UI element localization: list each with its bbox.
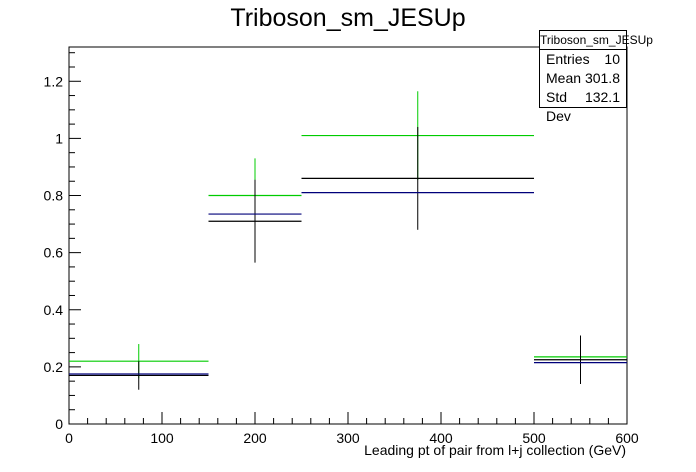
stats-row-stddev: Std Dev 132.1 [540,88,626,124]
x-tick-label: 200 [243,430,267,446]
y-tick-label: 0 [55,416,63,432]
x-tick-label: 100 [150,430,174,446]
stddev-label: Std Dev [546,89,571,124]
x-tick-label: 600 [615,430,639,446]
stats-box: Triboson_sm_JESUp Entries 10 Mean 301.8 … [539,30,653,124]
mean-label: Mean [546,70,582,86]
stddev-value: 132.1 [584,89,620,105]
chart-title: Triboson_sm_JESUp [230,4,466,32]
y-tick-label: 1 [55,130,63,146]
x-tick-label: 0 [65,430,73,446]
y-tick-label: 0.2 [44,359,64,375]
mean-value: 301.8 [584,70,620,86]
y-tick-label: 0.4 [44,302,64,318]
y-tick-label: 0.8 [44,188,64,204]
x-tick-label: 300 [336,430,360,446]
x-tick-label: 500 [522,430,546,446]
stats-box-title: Triboson_sm_JESUp [540,31,653,50]
stats-row-entries: Entries 10 [540,50,626,69]
entries-value: 10 [604,51,620,67]
y-tick-label: 1.2 [44,73,64,89]
entries-label: Entries [546,51,590,67]
y-tick-label: 0.6 [44,245,64,261]
stats-row-mean: Mean 301.8 [540,69,626,88]
x-tick-label: 400 [429,430,453,446]
x-axis-label: Leading pt of pair from l+j collection (… [364,442,626,458]
